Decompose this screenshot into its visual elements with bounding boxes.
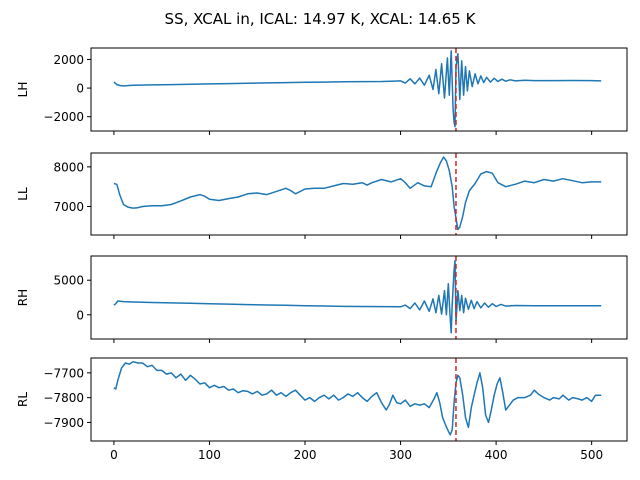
subplot-ll: 7000 8000 LL [16,152,628,239]
y-tick-label: 0 [76,82,84,96]
plot-frame-rh [90,255,628,340]
y-tick-label: −2000 [43,110,84,124]
chart-title: SS, XCAL in, ICAL: 14.97 K, XCAL: 14.65 … [165,10,477,28]
y-tick-label: 7000 [53,200,84,214]
plot-frame-lh [90,47,628,132]
y-axis-label-lh: LH [16,82,30,98]
series-line-rl [113,360,602,436]
y-tick-label: −7800 [43,391,84,405]
y-tick-label: 2000 [53,53,84,67]
subplots: −200002000LH70008000LL05000RH−7700−7800−… [16,47,628,462]
subplot-rh: 0 5000 RH [16,255,628,343]
x-tick-label: 0 [110,448,118,462]
y-tick-label: −7900 [43,416,84,430]
x-tick-label: 500 [580,448,603,462]
subplot-rl: −7700 −7800 −7900 RL 0 100 200 300 400 500 [16,357,628,462]
x-tick-label: 100 [198,448,221,462]
y-tick-label: −7700 [43,366,84,380]
plot-frame-ll [90,152,628,236]
x-tick-label: 300 [389,448,412,462]
series-line-lh [113,50,602,128]
y-tick-label: 0 [76,308,84,322]
series-line-ll [113,156,602,231]
plot-frame-rl [90,357,628,442]
x-tick-label: 400 [485,448,508,462]
subplot-lh: −2000 0 2000 LH [16,47,628,135]
y-axis-label-rl: RL [16,392,30,407]
y-axis-label-ll: LL [16,187,30,201]
series-line-rh [113,260,602,334]
y-tick-label: 5000 [53,274,84,288]
y-tick-label: 8000 [53,160,84,174]
y-axis-label-rh: RH [16,289,30,306]
x-tick-label: 200 [294,448,317,462]
